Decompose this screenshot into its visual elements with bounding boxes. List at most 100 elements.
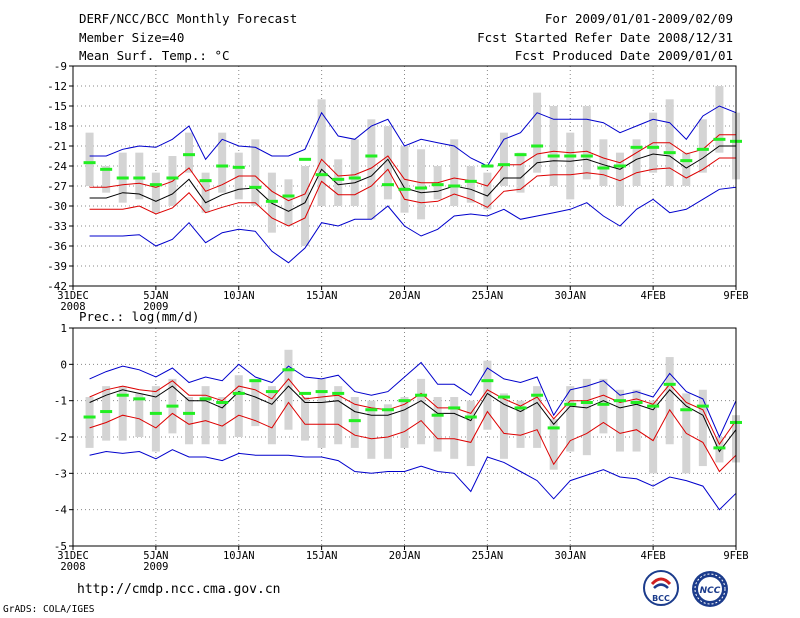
temp-xtick-year: 2008	[60, 301, 85, 313]
prec-spread-box	[218, 397, 227, 445]
temp-climatology-mark	[299, 157, 312, 161]
footer-url: http://cmdp.ncc.cma.gov.cn	[77, 582, 281, 597]
prec-climatology-mark	[315, 390, 328, 394]
temp-xtick-label: 4FEB	[640, 290, 665, 302]
prec-spread-box	[516, 400, 525, 448]
prec-climatology-mark	[613, 399, 626, 403]
prec-spread-box	[367, 400, 376, 459]
temperature-panel: -42 -39 -36 -33 -30 -27 -24 -21 -18 -15 -12 -9 31DEC…	[47, 60, 749, 313]
prec-mean-line	[89, 385, 737, 453]
prec-spread-box	[533, 386, 542, 448]
prec-max-line	[89, 361, 737, 439]
prec-climatology-mark	[232, 391, 245, 395]
prec-climatology-mark	[166, 404, 179, 408]
prec-climatology-mark	[580, 400, 593, 404]
temp-climatology-mark	[348, 176, 361, 180]
temp-climatology-mark	[713, 137, 726, 141]
temp-xtick-label: 9FEB	[723, 290, 748, 302]
temp-climatology-mark	[183, 153, 196, 157]
temp-climatology-mark	[597, 166, 610, 170]
temp-climatology-mark	[216, 164, 229, 168]
prec-axes-frame	[72, 327, 737, 547]
temp-ytick-label: -18	[47, 120, 67, 133]
temp-climatology-mark	[647, 145, 660, 149]
prec-min-line	[89, 449, 737, 511]
prec-spread-box	[151, 386, 160, 452]
temp-spread-box	[566, 132, 575, 200]
temp-xtick-label: 31DEC	[57, 290, 89, 302]
temp-climatology-mark	[431, 183, 444, 187]
prec-spread-box	[201, 386, 210, 445]
temp-spread-box	[350, 139, 359, 206]
temp-xtick-label: 20JAN	[389, 290, 421, 302]
temp-climatology-mark	[83, 161, 96, 165]
prec-climatology-mark	[547, 426, 560, 430]
prec-climatology-mark	[597, 402, 610, 406]
prec-climatology-mark	[415, 393, 428, 397]
prec-spread-box	[350, 397, 359, 448]
temp-climatology-mark	[497, 163, 510, 167]
temp-spread-box	[135, 152, 144, 200]
temp-climatology-mark	[332, 177, 345, 181]
temp-spread-box	[317, 99, 326, 206]
prec-xtick-label: 5JAN	[143, 550, 168, 562]
prec-xtick-label: 31DEC	[57, 550, 89, 562]
prec-climatology-mark	[199, 397, 212, 401]
prec-spread-box	[499, 393, 508, 459]
temp-spread-box	[682, 152, 691, 186]
prec-spread-box	[615, 389, 624, 452]
prec-climatology-mark	[630, 400, 643, 404]
temp-spread-box	[284, 179, 293, 226]
temp-spread-box	[185, 132, 194, 173]
prec-climatology-mark	[282, 368, 295, 372]
prec-xtick-label: 10JAN	[223, 550, 255, 562]
prec-climatology-mark	[514, 406, 527, 410]
bcc-logo-text: BCC	[652, 594, 670, 603]
prec-climatology-mark	[365, 408, 378, 412]
prec-ytick-label: 1	[60, 322, 67, 335]
temp-climatology-mark	[315, 173, 328, 177]
temp-climatology-mark	[630, 145, 643, 149]
prec-climatology-mark	[696, 404, 709, 408]
member-size-label: Member Size=40	[79, 30, 185, 45]
prec-climatology-mark	[398, 399, 411, 403]
prec-spread-box	[234, 375, 243, 437]
prec-lower-std-line	[89, 401, 737, 473]
prec-climatology-mark	[133, 397, 146, 401]
temp-spread-box	[698, 119, 707, 173]
temp-spread-box	[715, 86, 724, 153]
temperature-panel-title: Mean Surf. Temp.: °C	[79, 48, 230, 63]
prec-climatology-mark	[564, 402, 577, 406]
temp-ytick-label: -33	[47, 220, 67, 233]
temp-ytick-label: -39	[47, 260, 67, 273]
prec-xtick-label: 30JAN	[554, 550, 586, 562]
prec-spread-box	[334, 386, 343, 445]
temp-ytick-label: -21	[47, 140, 67, 153]
chart-title: DERF/NCC/BCC Monthly Forecast	[79, 11, 298, 26]
temp-spread-box	[85, 132, 94, 186]
temp-xtick-label: 5JAN	[143, 290, 168, 302]
temp-ytick-label: -15	[47, 100, 67, 113]
temp-xtick-label: 30JAN	[554, 290, 586, 302]
temp-spread-box	[102, 166, 111, 193]
temp-climatology-mark	[282, 194, 295, 198]
prec-xtick-label: 4FEB	[640, 550, 665, 562]
temp-spread-box	[151, 172, 160, 213]
temp-ytick-label: -24	[47, 160, 67, 173]
prec-xtick-label: 9FEB	[723, 550, 748, 562]
prec-xtick-label: 20JAN	[389, 550, 421, 562]
prec-xtick-label: 15JAN	[306, 550, 338, 562]
prec-spread-box	[433, 397, 442, 452]
prec-spread-box	[383, 404, 392, 459]
temp-climatology-mark	[564, 154, 577, 158]
prec-climatology-mark	[713, 446, 726, 450]
temp-spread-box	[533, 92, 542, 173]
temp-spread-box	[334, 159, 343, 206]
temp-xtick-label: 25JAN	[472, 290, 504, 302]
prec-climatology-mark	[149, 411, 162, 415]
prec-spread-box	[698, 389, 707, 467]
fcst-started-label: Fcst Started Refer Date 2008/12/31	[477, 30, 733, 45]
temp-xtick-label: 10JAN	[223, 290, 255, 302]
prec-climatology-mark	[183, 411, 196, 415]
temp-ytick-label: -42	[47, 280, 67, 293]
